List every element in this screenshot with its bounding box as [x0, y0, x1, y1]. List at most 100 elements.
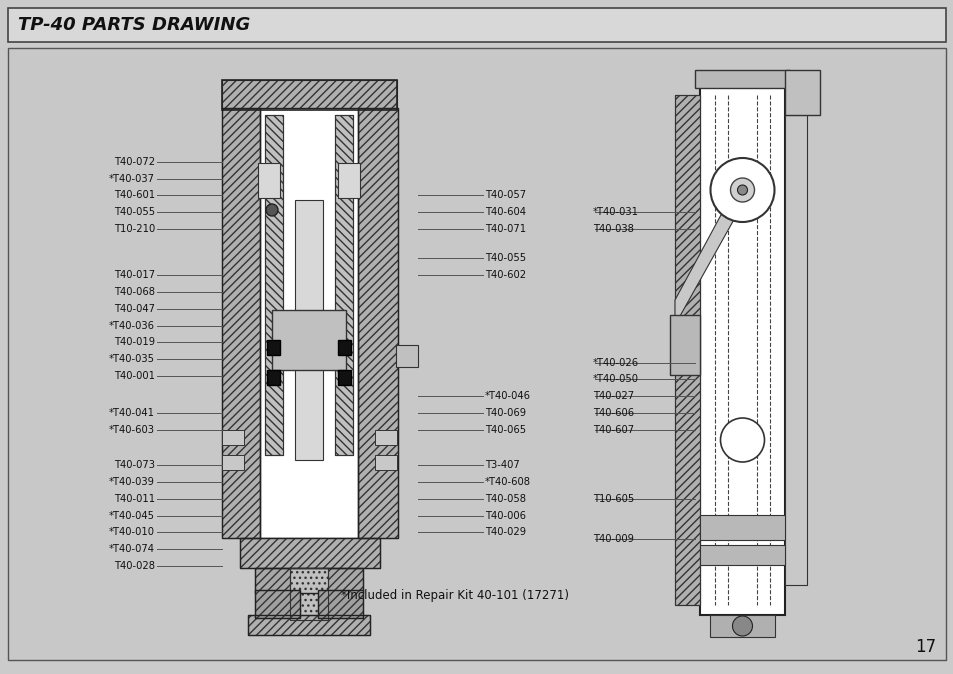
Text: T40-029: T40-029 — [484, 528, 525, 537]
Text: T40-604: T40-604 — [484, 208, 525, 217]
Bar — [8, 8, 945, 42]
Text: T40-069: T40-069 — [484, 408, 525, 418]
Circle shape — [737, 185, 747, 195]
Text: T40-072: T40-072 — [113, 157, 154, 166]
Text: *T40-031: *T40-031 — [593, 208, 639, 217]
Bar — [700, 545, 784, 565]
Bar — [375, 455, 396, 470]
Circle shape — [732, 616, 752, 636]
Bar — [254, 568, 363, 593]
Bar — [700, 515, 784, 540]
Bar — [240, 538, 379, 568]
Bar — [248, 615, 370, 635]
Text: *T40-608: *T40-608 — [484, 477, 531, 487]
Bar — [317, 590, 363, 618]
Text: 17: 17 — [914, 638, 935, 656]
Bar — [257, 163, 280, 198]
Circle shape — [710, 158, 774, 222]
Bar — [784, 70, 820, 115]
Text: *T40-050: *T40-050 — [593, 375, 639, 384]
Text: T10-210: T10-210 — [113, 224, 154, 234]
Bar — [265, 115, 283, 455]
Text: T40-017: T40-017 — [113, 270, 154, 280]
Text: T40-058: T40-058 — [484, 494, 525, 503]
Bar — [784, 115, 806, 585]
Text: T40-068: T40-068 — [113, 287, 154, 297]
Bar — [254, 590, 299, 618]
Polygon shape — [337, 340, 351, 355]
Bar — [335, 115, 353, 455]
Text: *T40-045: *T40-045 — [109, 511, 154, 520]
Text: T40-028: T40-028 — [113, 561, 154, 571]
Bar — [669, 315, 700, 375]
Text: T40-071: T40-071 — [484, 224, 525, 234]
Text: T40-055: T40-055 — [484, 253, 525, 263]
Bar — [272, 310, 346, 370]
Text: *T40-046: *T40-046 — [484, 392, 531, 401]
Bar — [335, 115, 353, 455]
Text: *T40-041: *T40-041 — [109, 408, 154, 418]
Text: T40-011: T40-011 — [113, 494, 154, 503]
Polygon shape — [267, 340, 280, 355]
Bar — [222, 80, 396, 110]
Text: T40-009: T40-009 — [593, 534, 634, 544]
Text: *T40-074: *T40-074 — [109, 545, 154, 554]
Bar — [222, 108, 260, 538]
Text: *T40-010: *T40-010 — [109, 528, 154, 537]
Text: *T40-036: *T40-036 — [109, 321, 154, 330]
Bar — [254, 590, 299, 618]
Text: *Included in Repair Kit 40-101 (17271): *Included in Repair Kit 40-101 (17271) — [340, 590, 568, 603]
Bar — [375, 430, 396, 445]
Text: T40-019: T40-019 — [113, 338, 154, 347]
Bar — [254, 568, 363, 593]
Text: T40-038: T40-038 — [593, 224, 633, 234]
Bar — [290, 568, 328, 620]
Bar — [675, 95, 700, 605]
Text: TP-40 PARTS DRAWING: TP-40 PARTS DRAWING — [18, 16, 250, 34]
Text: T40-065: T40-065 — [484, 425, 525, 435]
Text: *T40-026: *T40-026 — [593, 358, 639, 367]
Text: T40-047: T40-047 — [113, 304, 154, 313]
Bar — [294, 200, 323, 460]
Text: *T40-603: *T40-603 — [109, 425, 154, 435]
Bar — [260, 108, 357, 538]
Text: T40-601: T40-601 — [113, 191, 154, 200]
Text: T40-607: T40-607 — [593, 425, 634, 435]
Bar — [222, 455, 244, 470]
Bar — [240, 538, 379, 568]
Circle shape — [730, 178, 754, 202]
Text: *T40-035: *T40-035 — [109, 355, 154, 364]
Bar — [709, 615, 774, 637]
Bar — [357, 108, 397, 538]
Bar — [695, 70, 789, 88]
Bar — [290, 568, 328, 620]
Polygon shape — [675, 190, 750, 325]
Text: T40-055: T40-055 — [113, 208, 154, 217]
Polygon shape — [267, 370, 280, 385]
Text: T40-027: T40-027 — [593, 392, 634, 401]
Bar — [337, 163, 359, 198]
Text: T10-605: T10-605 — [593, 494, 634, 503]
Bar — [675, 95, 700, 605]
Text: T40-602: T40-602 — [484, 270, 525, 280]
Circle shape — [266, 204, 277, 216]
Polygon shape — [337, 370, 351, 385]
Circle shape — [720, 418, 763, 462]
Text: T40-006: T40-006 — [484, 511, 525, 520]
Bar — [222, 80, 396, 110]
Text: T40-073: T40-073 — [113, 460, 154, 470]
Text: T40-057: T40-057 — [484, 191, 525, 200]
Bar — [317, 590, 363, 618]
Bar — [395, 345, 417, 367]
Bar — [222, 430, 244, 445]
Text: *T40-037: *T40-037 — [109, 174, 154, 183]
Bar — [700, 85, 784, 615]
Text: T3-407: T3-407 — [484, 460, 519, 470]
Bar — [265, 115, 283, 455]
Bar — [357, 108, 397, 538]
Text: T40-001: T40-001 — [113, 371, 154, 381]
Text: *T40-039: *T40-039 — [109, 477, 154, 487]
Bar — [248, 615, 370, 635]
Bar — [222, 108, 260, 538]
Text: T40-606: T40-606 — [593, 408, 634, 418]
